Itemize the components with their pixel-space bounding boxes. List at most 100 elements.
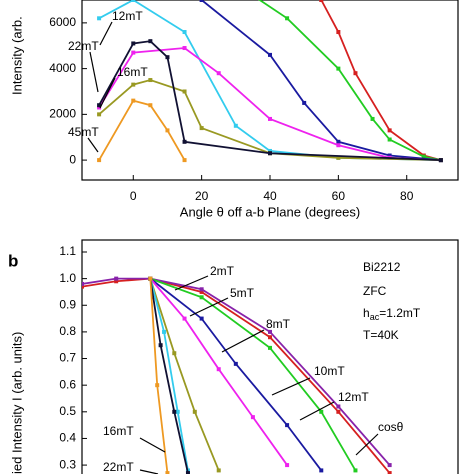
data-point [162, 329, 167, 334]
data-point [165, 128, 170, 133]
info-part: =1.2mT [379, 306, 421, 320]
panel-label: b [8, 251, 18, 270]
data-point [97, 112, 102, 117]
data-point [199, 287, 204, 292]
series-line [98, 99, 186, 161]
data-point [192, 409, 197, 414]
data-point [336, 30, 341, 35]
x-tick-label: 60 [332, 189, 346, 203]
annotation: 8mT [266, 317, 291, 331]
data-point [336, 139, 341, 144]
series-line [149, 278, 189, 474]
data-point [182, 30, 187, 35]
data-point [336, 143, 341, 148]
series-line [201, 0, 441, 161]
annotation: 16mT [117, 65, 148, 79]
y-tick-label: 0.9 [59, 297, 76, 311]
data-point [131, 0, 136, 2]
data-point [131, 98, 136, 103]
data-point [268, 345, 272, 350]
annotation-arrow [189, 297, 229, 317]
series-line [98, 79, 441, 162]
data-point [387, 128, 392, 133]
data-point [148, 103, 153, 108]
data-point [97, 16, 102, 21]
annotation-arrow [99, 77, 116, 109]
data-point [182, 316, 187, 321]
annotation-arrow [89, 51, 99, 93]
annotation: 5mT [230, 286, 255, 300]
y-tick-label: 6000 [49, 15, 76, 29]
annotation: 10mT [314, 364, 345, 378]
info-line: Bi2212 [363, 260, 401, 274]
series-line [258, 0, 442, 161]
info-sub: ac [370, 312, 380, 322]
data-point [114, 276, 119, 281]
data-point [353, 71, 358, 76]
y-tick-label: 0.4 [59, 431, 76, 445]
data-point [216, 367, 221, 372]
y-axis-label: Intensity (arb. [9, 16, 24, 95]
data-point [216, 71, 221, 76]
data-point [148, 276, 153, 281]
annotation: 12mT [338, 390, 369, 404]
y-tick-label: 0.7 [59, 351, 76, 365]
series-line [149, 278, 189, 471]
data-point [285, 16, 290, 21]
series-line [149, 278, 220, 471]
data-point [268, 148, 272, 153]
annotation: 22mT [68, 39, 99, 53]
data-point [285, 463, 290, 468]
info-line: T=40K [363, 328, 399, 342]
data-point [82, 284, 84, 289]
data-point [302, 100, 307, 105]
y-tick-label: 2000 [49, 107, 76, 121]
data-point [268, 151, 272, 156]
data-point [268, 329, 272, 334]
annotation-arrow [174, 275, 209, 291]
data-point [182, 46, 187, 51]
data-point [370, 116, 375, 121]
y-tick-label: 1.0 [59, 271, 76, 285]
annotation-arrow [99, 21, 113, 46]
x-tick-label: 80 [400, 189, 414, 203]
data-point [336, 409, 341, 414]
data-point [353, 468, 358, 473]
data-point [148, 78, 153, 83]
data-point [233, 123, 238, 128]
annotation-arrow [299, 401, 335, 421]
data-point [97, 105, 102, 110]
data-point [97, 158, 102, 163]
annotation: 16mT [103, 424, 134, 438]
data-point [182, 139, 187, 144]
annotation-arrow [271, 377, 311, 396]
x-axis-label: Angle θ off a-b Plane (degrees) [180, 204, 360, 219]
data-point [182, 158, 187, 163]
data-point [172, 409, 177, 414]
data-point [199, 0, 204, 2]
data-point [199, 295, 204, 300]
data-point [421, 154, 426, 159]
data-point [131, 50, 136, 55]
info-line: ZFC [363, 284, 387, 298]
data-point [387, 153, 392, 158]
info-line: hac=1.2mT [363, 306, 421, 322]
annotation: 12mT [112, 9, 143, 23]
data-point [172, 351, 177, 356]
annotation: 45mT [68, 125, 99, 139]
annotation: 2mT [210, 264, 235, 278]
y-tick-label: 1.1 [59, 244, 76, 258]
y-axis-label: ied Intensity I (arb. units) [9, 332, 24, 474]
data-point [319, 468, 324, 473]
data-point [131, 41, 136, 46]
info-part: h [363, 306, 370, 320]
data-point [148, 39, 153, 44]
data-point [268, 116, 272, 121]
plot-area [97, 0, 443, 163]
series-line [98, 47, 441, 162]
series-line [98, 40, 441, 162]
data-point [185, 471, 190, 474]
data-point [336, 155, 341, 160]
annotation-arrow [139, 437, 166, 453]
